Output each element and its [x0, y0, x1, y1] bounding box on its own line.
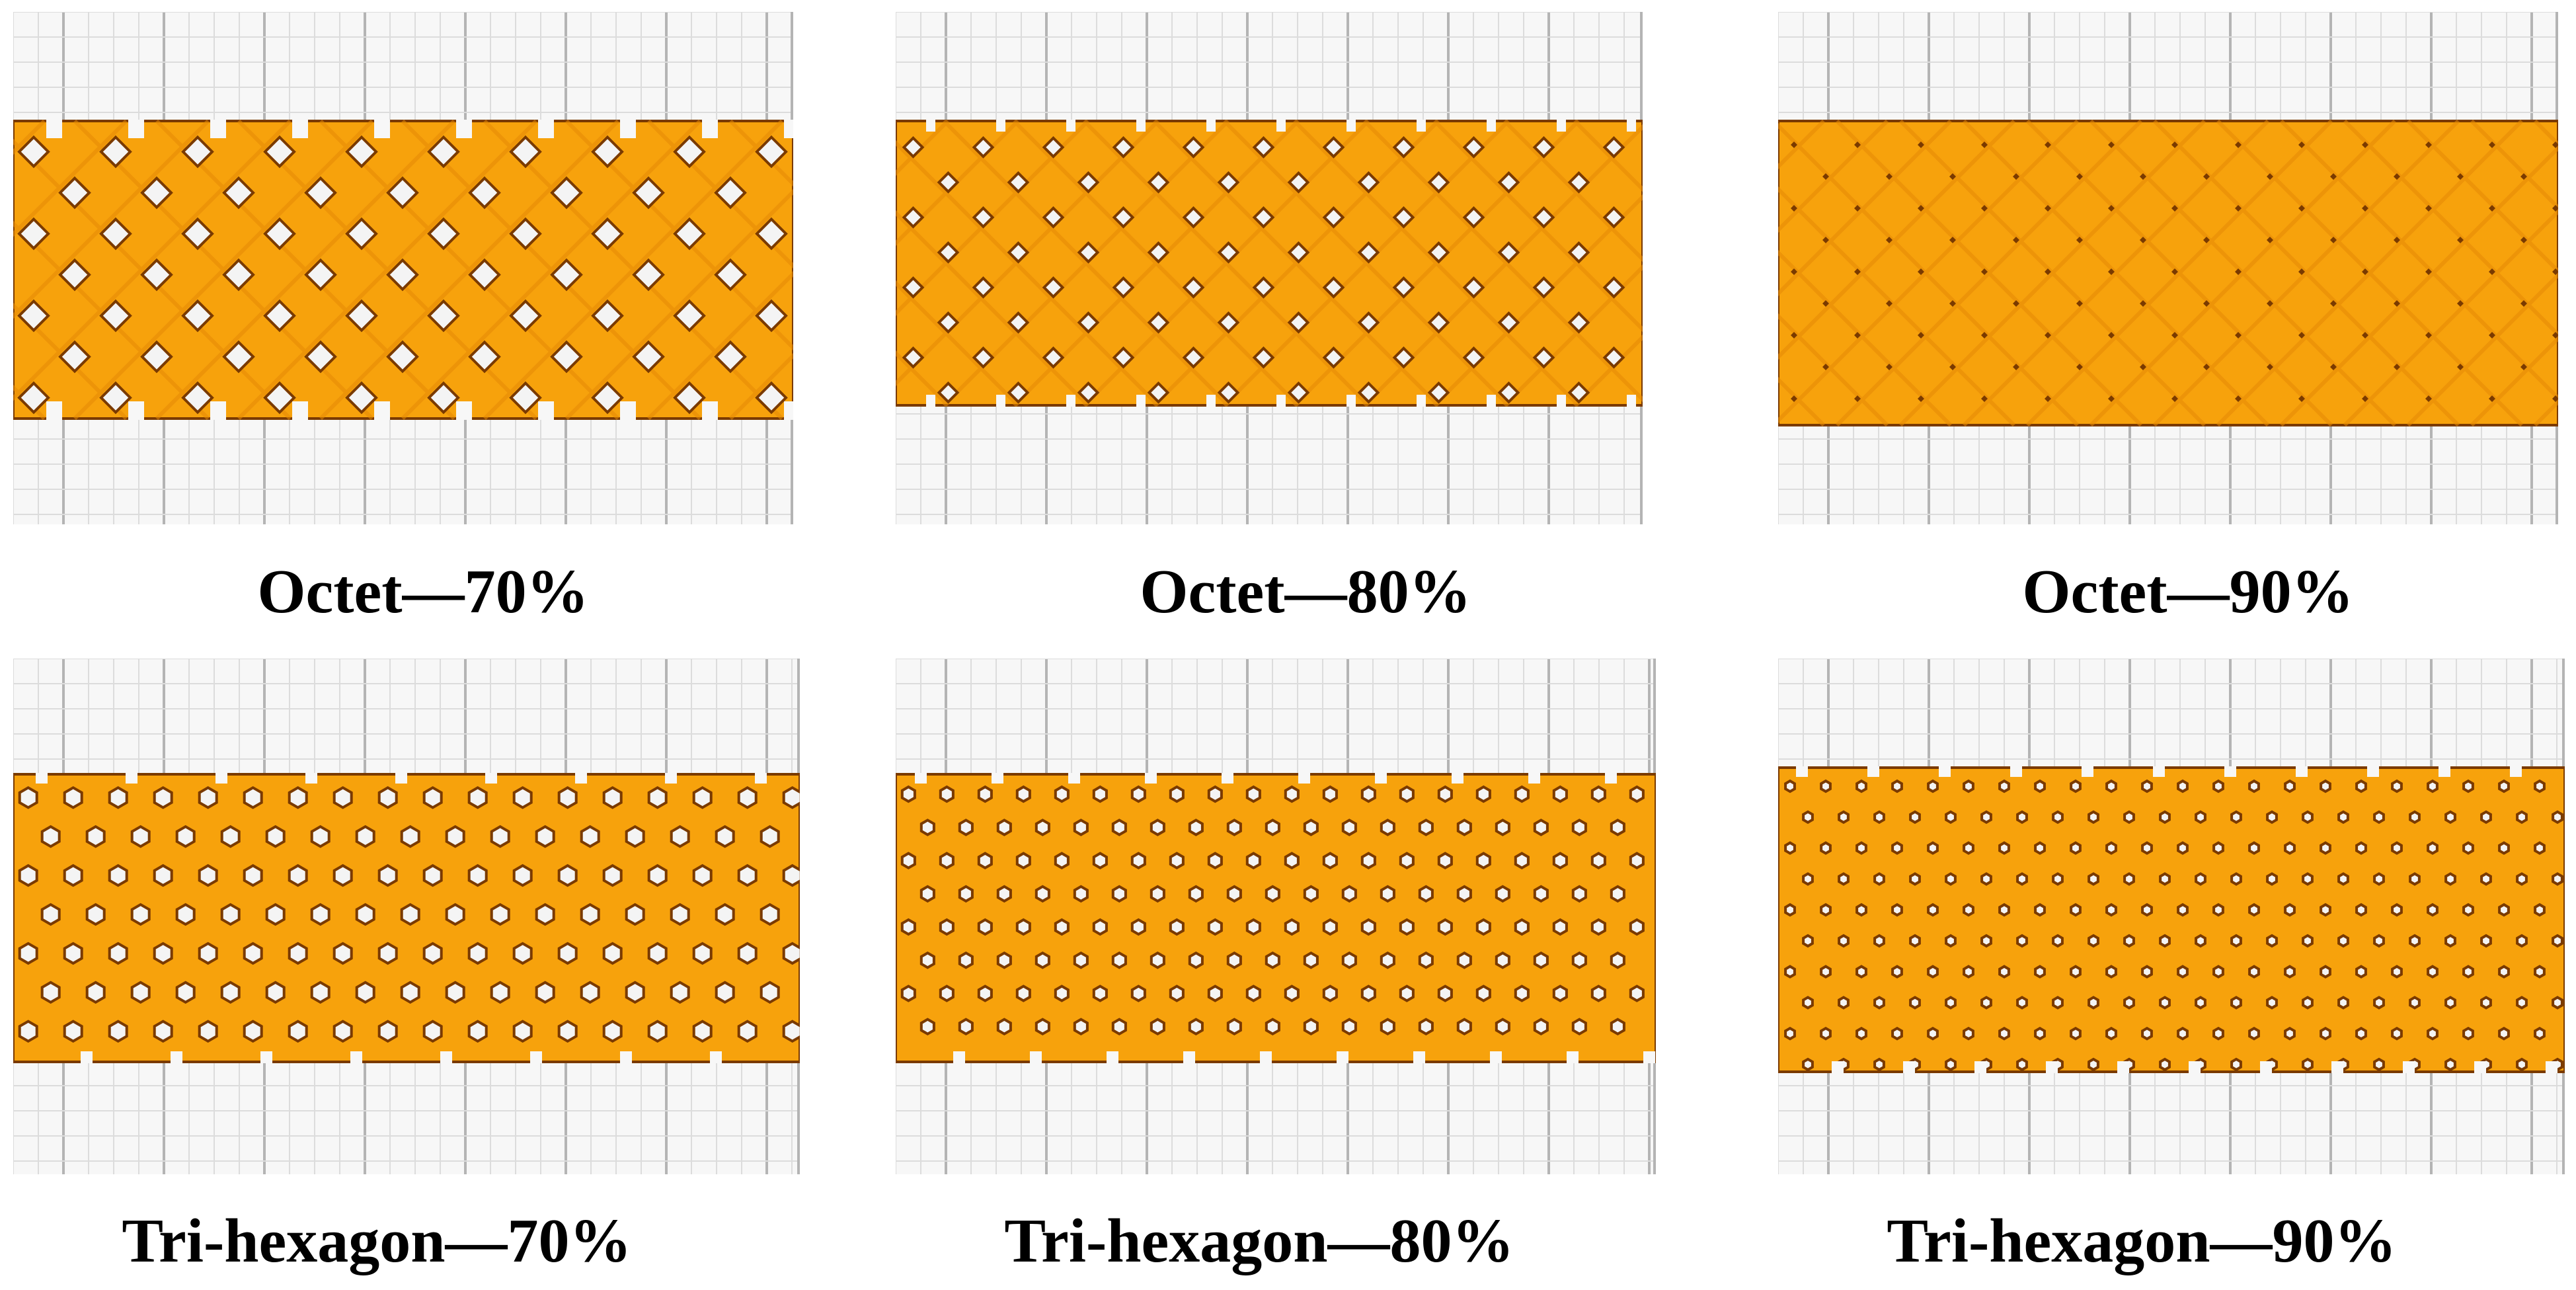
- octet-90-infill-view: [1778, 12, 2558, 524]
- octet-70-infill-view: [13, 12, 793, 524]
- infill-holes: [1784, 779, 2563, 1072]
- tri-hexagon-90-infill-graphic: [1778, 659, 2565, 1174]
- tri-hexagon-70-infill-view: [13, 659, 800, 1174]
- tri-hexagon-infill-band: [1778, 766, 2565, 1073]
- octet-90-infill-graphic: [1778, 12, 2558, 524]
- infill-holes: [902, 136, 1625, 404]
- infill-holes: [1791, 141, 2558, 402]
- octet-80-infill-graphic: [896, 12, 1643, 524]
- tri-hexagon-90-infill-view: [1778, 659, 2565, 1174]
- tri-hexagon-80-caption: Tri-hexagon—80%: [1004, 1207, 1514, 1275]
- octet-infill-band: [13, 119, 793, 421]
- tri-hexagon-80-infill-view: [896, 659, 1656, 1174]
- infill-holes: [18, 786, 800, 1043]
- tri-hexagon-infill-band: [896, 773, 1656, 1063]
- octet-70-caption: Octet—70%: [257, 557, 589, 626]
- infill-holes: [17, 135, 788, 415]
- tri-hexagon-infill-band: [13, 773, 800, 1063]
- infill-lattice-lines: [1778, 119, 2558, 427]
- octet-80-caption: Octet—80%: [1140, 557, 1471, 626]
- tri-hexagon-70-infill-graphic: [13, 659, 800, 1174]
- tri-hexagon-80-infill-graphic: [896, 659, 1656, 1174]
- infill-body: [1778, 120, 2558, 426]
- infill-lattice-lines: [13, 119, 793, 421]
- tri-hexagon-70-caption: Tri-hexagon—70%: [122, 1207, 632, 1275]
- octet-70-infill-graphic: [13, 12, 793, 524]
- octet-infill-band: [1778, 119, 2558, 427]
- octet-80-infill-view: [896, 12, 1643, 524]
- infill-holes: [900, 785, 1645, 1036]
- tri-hexagon-90-caption: Tri-hexagon—90%: [1887, 1207, 2397, 1275]
- octet-infill-band: [896, 119, 1643, 407]
- octet-90-caption: Octet—90%: [2022, 557, 2354, 626]
